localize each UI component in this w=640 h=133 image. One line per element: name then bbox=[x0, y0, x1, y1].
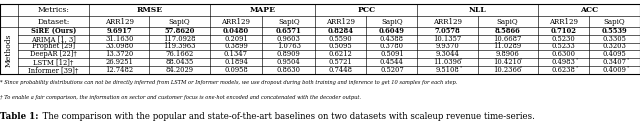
Text: 0.4095: 0.4095 bbox=[602, 50, 627, 58]
Text: *: * bbox=[460, 57, 463, 61]
Text: 0.0958: 0.0958 bbox=[224, 66, 248, 74]
Text: ARR129: ARR129 bbox=[105, 18, 134, 26]
Text: 9.3044: 9.3044 bbox=[436, 50, 460, 58]
Text: PCC: PCC bbox=[357, 6, 375, 14]
Text: 9.5108: 9.5108 bbox=[436, 66, 460, 74]
Text: *: * bbox=[627, 57, 630, 61]
Text: 119.3963: 119.3963 bbox=[163, 43, 196, 51]
Text: 0.8630: 0.8630 bbox=[276, 66, 301, 74]
Text: Methods: Methods bbox=[5, 34, 13, 67]
Text: Metrics:: Metrics: bbox=[38, 6, 70, 14]
Text: 10.2366: 10.2366 bbox=[493, 66, 522, 74]
Text: ACC: ACC bbox=[580, 6, 598, 14]
Text: 0.9504: 0.9504 bbox=[277, 58, 301, 66]
Text: 9.6917: 9.6917 bbox=[107, 27, 132, 35]
Text: 0.7102: 0.7102 bbox=[550, 27, 576, 35]
Text: 0.5230: 0.5230 bbox=[552, 35, 575, 43]
Text: 0.5539: 0.5539 bbox=[602, 27, 627, 35]
Text: *: * bbox=[520, 65, 523, 69]
Text: 0.3203: 0.3203 bbox=[602, 43, 627, 51]
Text: *: * bbox=[576, 57, 579, 61]
Text: 9.8906: 9.8906 bbox=[496, 50, 520, 58]
Text: 10.6687: 10.6687 bbox=[493, 35, 522, 43]
Text: SapiQ: SapiQ bbox=[381, 18, 403, 26]
Text: 1.0763: 1.0763 bbox=[276, 43, 301, 51]
Text: 0.4983: 0.4983 bbox=[551, 58, 575, 66]
Text: 0.2091: 0.2091 bbox=[224, 35, 248, 43]
Text: 0.8909: 0.8909 bbox=[277, 50, 301, 58]
Text: 0.6300: 0.6300 bbox=[551, 50, 575, 58]
Text: 10.4210: 10.4210 bbox=[493, 58, 522, 66]
Text: 76.1662: 76.1662 bbox=[165, 50, 194, 58]
Text: 10.1357: 10.1357 bbox=[433, 35, 461, 43]
Text: 0.5233: 0.5233 bbox=[552, 43, 575, 51]
Text: 8.5866: 8.5866 bbox=[495, 27, 520, 35]
Text: 0.1347: 0.1347 bbox=[224, 50, 248, 58]
Text: 0.3899: 0.3899 bbox=[224, 43, 248, 51]
Text: SapiQ: SapiQ bbox=[604, 18, 625, 26]
Text: 57.8620: 57.8620 bbox=[164, 27, 195, 35]
Text: ARR129: ARR129 bbox=[221, 18, 250, 26]
Text: LSTM [12]†: LSTM [12]† bbox=[33, 58, 74, 66]
Text: 7.0578: 7.0578 bbox=[435, 27, 460, 35]
Text: *: * bbox=[520, 57, 523, 61]
Text: 33.0980: 33.0980 bbox=[105, 43, 134, 51]
Text: 0.5721: 0.5721 bbox=[329, 58, 353, 66]
Text: 0.5095: 0.5095 bbox=[329, 43, 353, 51]
Text: 0.7448: 0.7448 bbox=[329, 66, 353, 74]
Text: * Since probability distributions can not be directly inferred from LSTM or Info: * Since probability distributions can no… bbox=[0, 80, 458, 85]
Text: 11.0289: 11.0289 bbox=[493, 43, 522, 51]
Text: ARR129: ARR129 bbox=[548, 18, 578, 26]
Text: 12.7482: 12.7482 bbox=[106, 66, 134, 74]
Text: *: * bbox=[460, 65, 463, 69]
Text: Table 1:: Table 1: bbox=[0, 112, 38, 121]
Text: Informer [39]†: Informer [39]† bbox=[28, 66, 79, 74]
Text: SapiQ: SapiQ bbox=[497, 18, 518, 26]
Text: 0.5590: 0.5590 bbox=[329, 35, 353, 43]
Text: 0.6571: 0.6571 bbox=[276, 27, 301, 35]
Text: 84.2029: 84.2029 bbox=[166, 66, 193, 74]
Text: 0.4544: 0.4544 bbox=[380, 58, 404, 66]
Text: 11.0396: 11.0396 bbox=[433, 58, 461, 66]
Text: 0.8284: 0.8284 bbox=[328, 27, 354, 35]
Text: *: * bbox=[627, 65, 630, 69]
Text: SapiQ: SapiQ bbox=[169, 18, 190, 26]
Text: DeepAR [22]†: DeepAR [22]† bbox=[30, 50, 77, 58]
Text: ARR129: ARR129 bbox=[433, 18, 462, 26]
Text: 31.1630: 31.1630 bbox=[105, 35, 134, 43]
Text: 0.0480: 0.0480 bbox=[223, 27, 249, 35]
Text: RMSE: RMSE bbox=[136, 6, 163, 14]
Text: SiRE (Ours): SiRE (Ours) bbox=[31, 27, 76, 35]
Text: SapiQ: SapiQ bbox=[278, 18, 300, 26]
Text: 0.5091: 0.5091 bbox=[380, 50, 404, 58]
Text: 0.4009: 0.4009 bbox=[602, 66, 627, 74]
Text: 9.9370: 9.9370 bbox=[436, 43, 460, 51]
Text: 0.1894: 0.1894 bbox=[224, 58, 248, 66]
Text: The comparison with the popular and state-of-the-art baselines on two datasets w: The comparison with the popular and stat… bbox=[37, 112, 535, 121]
Text: ARR129: ARR129 bbox=[326, 18, 355, 26]
Text: 26.9251: 26.9251 bbox=[106, 58, 133, 66]
Text: *: * bbox=[576, 65, 579, 69]
Text: 88.0435: 88.0435 bbox=[165, 58, 194, 66]
Text: 117.0928: 117.0928 bbox=[163, 35, 196, 43]
Text: 0.3305: 0.3305 bbox=[602, 35, 627, 43]
Text: 0.3780: 0.3780 bbox=[380, 43, 404, 51]
Text: 0.3407: 0.3407 bbox=[602, 58, 627, 66]
Text: 0.5207: 0.5207 bbox=[380, 66, 404, 74]
Text: Dataset:: Dataset: bbox=[37, 18, 70, 26]
Text: ARIMA [1, 3]: ARIMA [1, 3] bbox=[31, 35, 76, 43]
Text: 0.4388: 0.4388 bbox=[380, 35, 404, 43]
Text: MAPE: MAPE bbox=[250, 6, 275, 14]
Text: 0.6049: 0.6049 bbox=[379, 27, 405, 35]
Text: 0.6212: 0.6212 bbox=[329, 50, 353, 58]
Text: † To enable a fair comparison, the information on sector and customer focus is o: † To enable a fair comparison, the infor… bbox=[0, 95, 361, 100]
Text: Prophet [29]: Prophet [29] bbox=[32, 43, 75, 51]
Text: 0.6238: 0.6238 bbox=[551, 66, 575, 74]
Text: 0.9603: 0.9603 bbox=[276, 35, 301, 43]
Text: 13.3720: 13.3720 bbox=[105, 50, 134, 58]
Text: NLL: NLL bbox=[468, 6, 486, 14]
